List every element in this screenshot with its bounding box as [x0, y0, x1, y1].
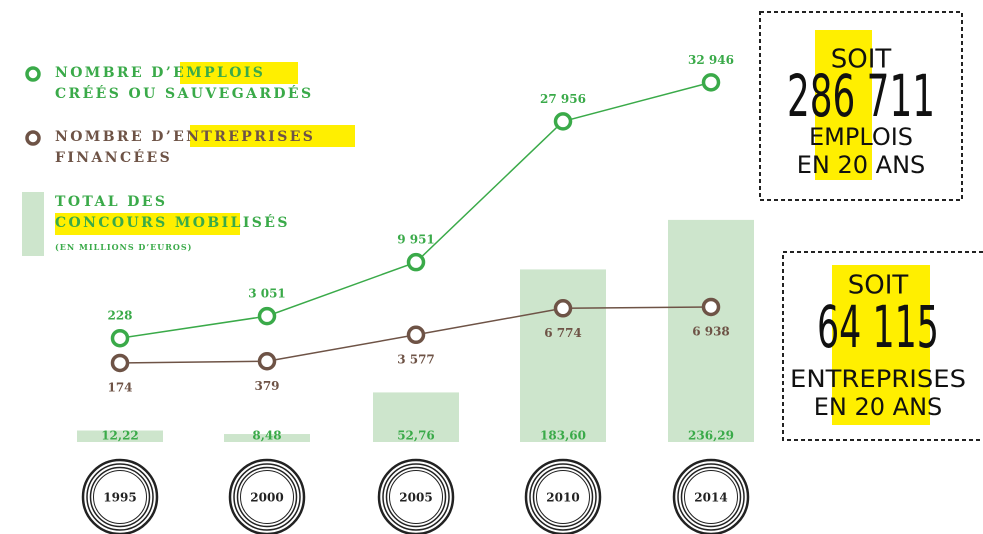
point — [406, 325, 426, 345]
year-label: 2005 — [399, 491, 432, 505]
year-ring — [89, 466, 151, 528]
year-ring — [385, 466, 447, 528]
year-ring — [672, 458, 750, 534]
point — [553, 299, 573, 318]
highlight — [55, 213, 240, 235]
point — [701, 297, 721, 317]
bar — [224, 434, 310, 442]
value-label: 6 774 — [544, 326, 582, 340]
callout-box — [759, 11, 963, 201]
value-label: 3 577 — [397, 352, 435, 366]
year-ring — [684, 470, 738, 524]
year-ring — [536, 470, 590, 524]
callout-text: ENTREPRISES — [790, 365, 966, 393]
bar-label: 8,48 — [252, 429, 281, 443]
bar-label: 183,60 — [540, 429, 586, 443]
legend-marker — [25, 130, 41, 146]
highlight — [190, 125, 355, 147]
highlight — [832, 265, 930, 425]
year-ring — [680, 466, 742, 528]
legend-note: (EN MILLIONS D’EUROS) — [55, 242, 193, 252]
bar — [668, 219, 754, 442]
year-ring — [93, 470, 147, 524]
year-ring — [529, 463, 597, 531]
legend-entry: NOMBRE D’ENTREPRISES FINANCÉES — [55, 129, 316, 166]
point — [257, 306, 277, 326]
legend-entry: NOMBRE D’EMPLOIS CRÉÉS OU SAUVEGARDÉS — [55, 65, 314, 102]
year-ring — [524, 458, 602, 534]
bar-label: 52,76 — [397, 429, 435, 443]
point — [110, 328, 130, 348]
bar-label: 12,22 — [101, 429, 139, 443]
value-label: 3 051 — [248, 287, 286, 301]
legend-swatch — [22, 192, 44, 256]
callout-text: 64 115 — [817, 293, 939, 361]
year-ring — [236, 466, 298, 528]
legend-entry: TOTAL DES CONCOURS MOBILISÉS — [55, 194, 290, 231]
point — [701, 73, 721, 92]
year-ring — [389, 470, 443, 524]
callout-text: SOIT — [848, 271, 909, 301]
value-label: 32 946 — [688, 53, 734, 67]
year-label: 2014 — [694, 491, 727, 505]
value-label: 379 — [254, 379, 279, 393]
value-label: 9 951 — [397, 233, 435, 247]
value-label: 228 — [107, 309, 132, 323]
callout-text: EN 20 ANS — [814, 393, 943, 421]
year-label: 2000 — [250, 491, 283, 505]
bar-label: 236,29 — [688, 429, 734, 443]
callout-box — [782, 251, 983, 441]
point — [553, 112, 573, 131]
point — [257, 352, 277, 371]
callout-text: EMPLOIS — [809, 123, 913, 151]
bar — [373, 392, 459, 442]
year-ring — [240, 470, 294, 524]
year-ring — [81, 458, 159, 534]
point — [110, 353, 130, 373]
bar — [77, 430, 163, 442]
year-ring — [86, 463, 154, 531]
highlight — [180, 62, 298, 84]
year-ring — [233, 463, 301, 531]
callout-text: SOIT — [831, 45, 892, 75]
value-label: 174 — [107, 380, 132, 394]
year-ring — [228, 458, 306, 534]
year-ring — [377, 458, 455, 534]
year-ring — [382, 463, 450, 531]
year-ring — [532, 466, 594, 528]
year-ring — [677, 463, 745, 531]
year-label: 2010 — [546, 491, 579, 505]
value-label: 27 956 — [540, 92, 586, 106]
value-label: 6 938 — [692, 324, 730, 338]
bar — [520, 269, 606, 442]
callout-text: 286 711 — [787, 62, 935, 130]
callout-text: EN 20 ANS — [797, 151, 926, 179]
legend-marker — [25, 66, 41, 82]
point — [406, 252, 426, 272]
year-label: 1995 — [103, 491, 136, 505]
highlight — [815, 30, 872, 180]
